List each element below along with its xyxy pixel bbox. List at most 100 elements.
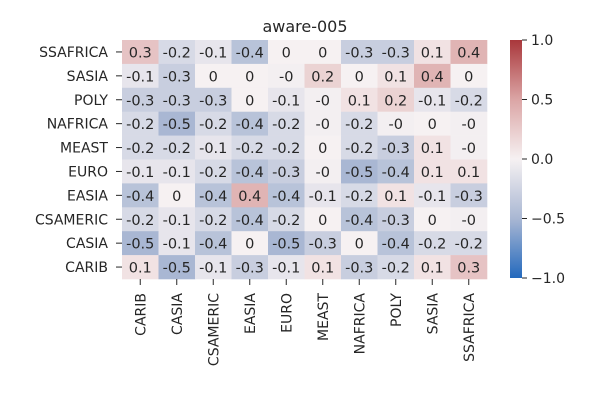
- heatmap-cell: [268, 135, 305, 160]
- cell-value-label: 0: [464, 69, 473, 85]
- cell-value-label: -0.2: [126, 117, 154, 133]
- cell-value-label: -0.3: [345, 261, 373, 277]
- cell-value-label: -0.4: [345, 213, 373, 229]
- cell-value-label: 0.3: [457, 261, 480, 277]
- cell-value-label: -0.2: [345, 141, 373, 157]
- colorbar-tick-label: 0.0: [531, 152, 553, 168]
- cell-value-label: -0.2: [272, 213, 300, 229]
- cell-value-label: -0.1: [309, 189, 337, 205]
- row-labels: SSAFRICA SASIA POLY NAFRICA MEAST EURO EASIA CS…: [35, 45, 122, 276]
- cell-value-label: -0.2: [199, 213, 227, 229]
- cell-value-label: 0.1: [384, 189, 407, 205]
- colorbar-tick-label: 0.5: [531, 93, 553, 109]
- heatmap-cell: [158, 135, 196, 160]
- cell-value-label: -0.4: [236, 117, 264, 133]
- cell-value-label: -0.2: [382, 261, 410, 277]
- cell-value-label: -0.4: [236, 165, 264, 181]
- cell-value-label: 0.4: [457, 45, 480, 61]
- cell-value-label: -0.5: [163, 261, 191, 277]
- cell-value-label: -0.3: [236, 261, 264, 277]
- cell-value-label: -0.2: [345, 189, 373, 205]
- heatmap-cell: [304, 207, 342, 232]
- heatmap-cell: [231, 135, 269, 160]
- heatmap-cell: [341, 207, 378, 232]
- cell-value-label: -0.3: [382, 213, 410, 229]
- row-label: SASIA: [67, 69, 109, 85]
- cell-value-label: -0.1: [418, 93, 446, 109]
- cell-value-label: -0.2: [163, 141, 191, 157]
- cell-value-label: -0.1: [163, 213, 191, 229]
- cell-value-label: 0: [428, 117, 437, 133]
- row-label: MEAST: [60, 141, 108, 157]
- heatmap-cell: [450, 207, 488, 232]
- heatmap-cell: [122, 159, 159, 184]
- cell-value-label: -0.2: [455, 237, 483, 253]
- cell-value-label: 0.2: [311, 69, 334, 85]
- heatmap-cell: [231, 255, 269, 280]
- cell-value-label: -0: [316, 117, 330, 133]
- cell-value-label: 0: [245, 69, 254, 85]
- heatmap-cell: [195, 87, 232, 112]
- cell-value-label: -0.1: [163, 237, 191, 253]
- cell-value-label: -0.2: [199, 165, 227, 181]
- column-label: POLY: [389, 293, 405, 327]
- cell-value-label: -0.2: [199, 117, 227, 133]
- heatmap-cell: [341, 231, 378, 256]
- heatmap-cell: [377, 207, 415, 232]
- heatmap-cell: [414, 255, 451, 280]
- heatmap-cell: [122, 207, 159, 232]
- heatmap-cell: [450, 183, 488, 208]
- cell-value-label: 0: [245, 237, 254, 253]
- cell-value-label: 0.2: [384, 93, 407, 109]
- cell-value-label: -0.3: [199, 93, 227, 109]
- heatmap-cell: [195, 111, 232, 136]
- column-label: CARIB: [133, 293, 149, 336]
- cell-value-label: -0.3: [163, 93, 191, 109]
- heatmap-cell: [450, 111, 488, 136]
- column-label: EURO: [279, 293, 295, 333]
- heatmap-cell: [231, 207, 269, 232]
- cell-value-label: -0.3: [163, 69, 191, 85]
- heatmap-cell: [268, 63, 305, 89]
- chart-title: aware-005: [262, 17, 347, 36]
- heatmap-cell: [341, 111, 378, 136]
- cell-value-label: -0.3: [455, 189, 483, 205]
- heatmap-cell: [450, 63, 488, 89]
- heatmap-cell: [414, 231, 451, 256]
- cell-value-label: 0.4: [238, 189, 261, 205]
- heatmap-cell: [122, 183, 159, 208]
- heatmap-cell: [341, 255, 378, 280]
- heatmap-cell: [122, 40, 159, 65]
- cell-value-label: -0.4: [382, 237, 410, 253]
- cell-value-label: -0.5: [272, 237, 300, 253]
- cell-value-label: -0.1: [199, 45, 227, 61]
- heatmap-cell: [341, 135, 378, 160]
- cell-value-label: -0.4: [199, 189, 227, 205]
- heatmap-cell: [268, 207, 305, 232]
- heatmap-cell: [195, 231, 232, 256]
- column-label: CSAMERIC: [206, 293, 222, 366]
- column-label: NAFRICA: [352, 293, 368, 355]
- heatmap-cell: [268, 183, 305, 208]
- cell-value-label: -0: [462, 213, 476, 229]
- cell-value-label: 0.1: [421, 141, 444, 157]
- cell-value-label: -0.3: [382, 45, 410, 61]
- heatmap-cell: [341, 63, 378, 89]
- row-label: EURO: [68, 164, 108, 180]
- colorbar-tick-label: −1.0: [531, 271, 565, 287]
- heatmap-cell: [341, 183, 378, 208]
- cell-value-label: -0.2: [126, 213, 154, 229]
- cell-value-label: -0: [389, 117, 403, 133]
- heatmap-cell: [414, 63, 451, 89]
- cell-value-label: 0: [428, 213, 437, 229]
- heatmap-cell: [122, 231, 159, 256]
- cell-value-label: -0.2: [126, 141, 154, 157]
- row-label: CSAMERIC: [35, 212, 108, 228]
- heatmap-cell: [414, 111, 451, 136]
- column-label: SASIA: [425, 293, 441, 335]
- row-label: CASIA: [66, 236, 108, 252]
- heatmap-cell: [450, 231, 488, 256]
- heatmap-cell: [377, 255, 415, 280]
- cell-value-label: -0: [462, 141, 476, 157]
- cell-value-label: -0.2: [272, 117, 300, 133]
